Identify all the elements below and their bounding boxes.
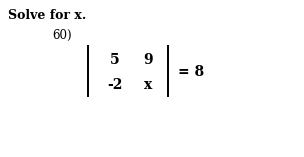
Text: = 8: = 8 [178, 65, 204, 79]
Text: 5: 5 [110, 53, 120, 67]
Text: 9: 9 [143, 53, 153, 67]
Text: x: x [144, 78, 152, 92]
Text: Solve for x.: Solve for x. [8, 9, 86, 22]
Text: 60): 60) [52, 29, 72, 42]
Text: -2: -2 [107, 78, 123, 92]
